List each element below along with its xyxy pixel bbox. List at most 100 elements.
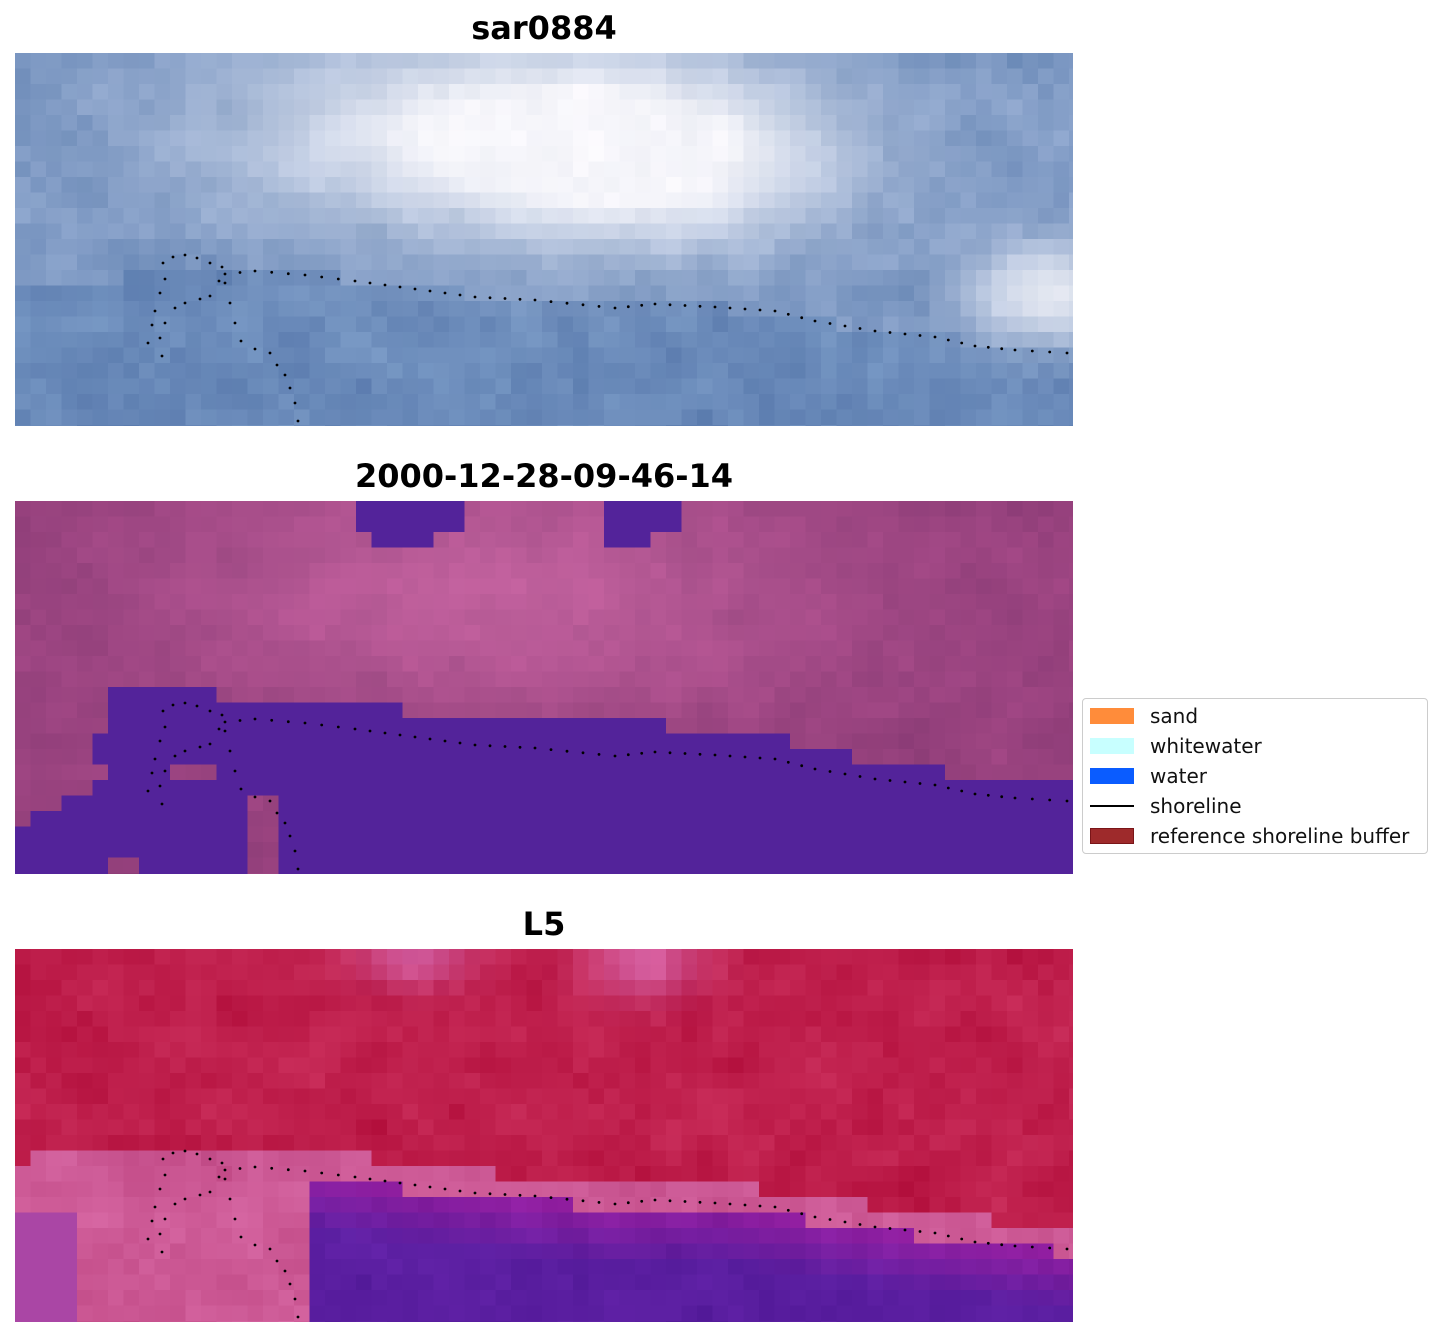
shoreline-point [208, 1157, 212, 1161]
shoreline-point [238, 271, 242, 274]
panel-title-rgb: sar0884 [471, 9, 617, 47]
shoreline-point [171, 703, 175, 707]
shoreline-point [253, 347, 257, 351]
shoreline-point [303, 1169, 307, 1173]
legend-label-whitewater: whitewater [1150, 734, 1262, 758]
legend-item-reference-buffer: reference shoreline buffer [1090, 824, 1409, 848]
shoreline-point [1013, 348, 1017, 352]
shoreline-point [173, 754, 177, 758]
shoreline-point [173, 306, 177, 310]
shoreline-point [960, 341, 964, 345]
shoreline-point [293, 849, 297, 853]
shoreline-point [161, 1157, 165, 1161]
shoreline-point [960, 1237, 964, 1241]
shoreline-point [473, 743, 477, 747]
shoreline-point [549, 748, 553, 751]
water-swatch [1090, 768, 1134, 784]
shoreline-point [228, 301, 232, 305]
shoreline-point [296, 867, 300, 871]
shoreline-point [268, 351, 272, 355]
shoreline-point [668, 1199, 672, 1203]
shoreline-point [223, 729, 227, 733]
shoreline-point [253, 1243, 257, 1247]
shoreline-point [303, 273, 307, 277]
shoreline-point [353, 1175, 357, 1179]
shoreline-point [275, 1259, 279, 1263]
shoreline-point [336, 725, 340, 729]
shoreline-point [549, 300, 553, 303]
shoreline-point [488, 1192, 492, 1196]
shoreline-point [518, 1193, 522, 1197]
shoreline-point [146, 341, 150, 345]
legend-item-shoreline: shoreline [1090, 794, 1242, 818]
shoreline-point [238, 1167, 242, 1170]
shoreline-point [183, 1149, 187, 1153]
shoreline-point [597, 305, 601, 308]
legend-item-water: water [1090, 764, 1207, 788]
shoreline-point [758, 756, 762, 760]
whitewater-swatch [1090, 738, 1134, 754]
shoreline-point [163, 725, 167, 729]
shoreline-point [233, 769, 237, 773]
shoreline-point [368, 729, 372, 733]
legend-label-shoreline: shoreline [1150, 794, 1242, 818]
shoreline-point [153, 757, 157, 761]
shoreline-point [581, 751, 585, 755]
shoreline-point [986, 345, 990, 349]
shoreline-point [1013, 796, 1017, 800]
shoreline-point [163, 1217, 167, 1221]
shoreline-point [873, 1225, 877, 1229]
index-image-panel [15, 949, 1073, 1322]
shoreline-point [581, 1199, 585, 1203]
shoreline-point [398, 285, 402, 289]
shoreline-point [217, 279, 221, 283]
shoreline-point [198, 745, 202, 749]
shoreline-point [275, 811, 279, 815]
shoreline-point [800, 1212, 804, 1216]
shoreline-point [458, 1189, 462, 1193]
shoreline-point [773, 1205, 777, 1209]
shoreline-point [283, 1269, 287, 1273]
shoreline-point [158, 1232, 162, 1236]
shoreline-point [549, 1196, 553, 1199]
shoreline-point [597, 1201, 601, 1204]
shoreline-point [973, 344, 977, 348]
shoreline-point [233, 1217, 237, 1221]
shoreline-point [626, 305, 630, 309]
shoreline-point [581, 303, 585, 307]
shoreline-point [239, 787, 243, 791]
shoreline-point [163, 769, 167, 773]
shoreline-point [503, 297, 507, 300]
shoreline-point [918, 782, 922, 785]
rgb-image-panel [15, 53, 1073, 426]
legend-label-sand: sand [1150, 704, 1199, 728]
shoreline-point [503, 745, 507, 748]
shoreline-point [565, 749, 569, 753]
shoreline-point [518, 745, 522, 749]
shoreline-point [565, 1197, 569, 1201]
shoreline-point [253, 269, 257, 273]
shoreline-point [903, 1228, 907, 1232]
shoreline-point [288, 1282, 292, 1286]
shoreline-point [613, 1202, 617, 1206]
shoreline-point [158, 1187, 162, 1191]
shoreline-point [320, 275, 324, 279]
shoreline-point [428, 1185, 432, 1189]
shoreline-point [1065, 1247, 1069, 1251]
legend-label-reference-buffer: reference shoreline buffer [1150, 824, 1410, 848]
shoreline-point [758, 1204, 762, 1208]
shoreline-point [150, 323, 154, 327]
shoreline-point [223, 720, 227, 724]
shoreline-point [828, 322, 832, 325]
shoreline-point [986, 1241, 990, 1245]
shoreline-point [198, 297, 202, 301]
shoreline-point [683, 1200, 687, 1203]
shoreline-point [533, 1194, 537, 1198]
shoreline-point [613, 754, 617, 758]
shoreline-point [518, 297, 522, 301]
shoreline-point [413, 287, 417, 291]
shoreline-point [150, 1219, 154, 1223]
shoreline-point [533, 746, 537, 750]
shoreline-point [233, 321, 237, 325]
panel-title-index: L5 [522, 905, 566, 943]
